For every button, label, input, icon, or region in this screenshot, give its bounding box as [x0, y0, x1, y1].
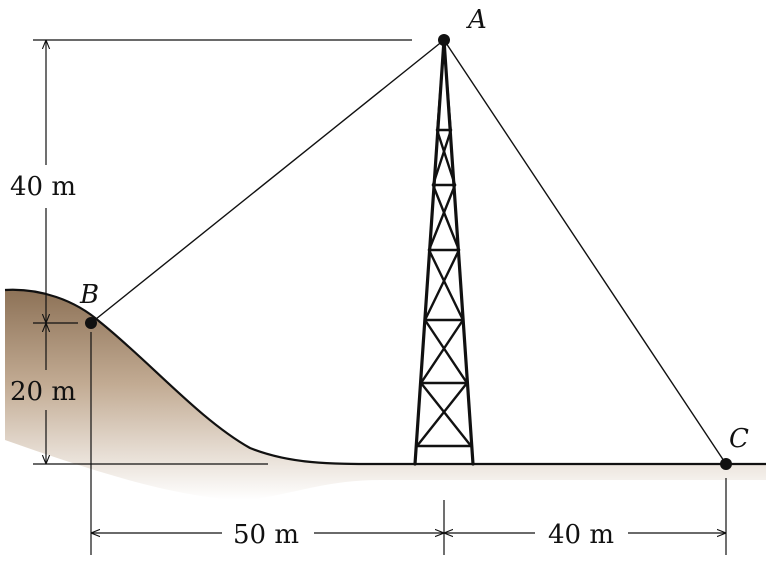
dim-label-40m-vertical: 40 m — [10, 172, 76, 202]
hill-fill — [5, 290, 766, 500]
dim-label-50m: 50 m — [233, 520, 299, 550]
tower-center-left — [437, 40, 444, 130]
point-b-label: B — [79, 280, 99, 310]
point-b-dot — [85, 317, 97, 329]
terrain — [5, 290, 766, 500]
cable-ab — [91, 40, 444, 323]
tower-center-right — [444, 40, 451, 130]
dim-label-40m-horizontal: 40 m — [548, 520, 614, 550]
tower — [415, 40, 473, 464]
point-a-label: A — [466, 5, 487, 35]
point-c-label: C — [729, 424, 749, 454]
tower-bracing — [417, 130, 471, 446]
dim-label-20m-vertical: 20 m — [10, 377, 76, 407]
cable-ac — [444, 40, 726, 464]
point-a-dot — [438, 34, 450, 46]
point-c-dot — [720, 458, 732, 470]
